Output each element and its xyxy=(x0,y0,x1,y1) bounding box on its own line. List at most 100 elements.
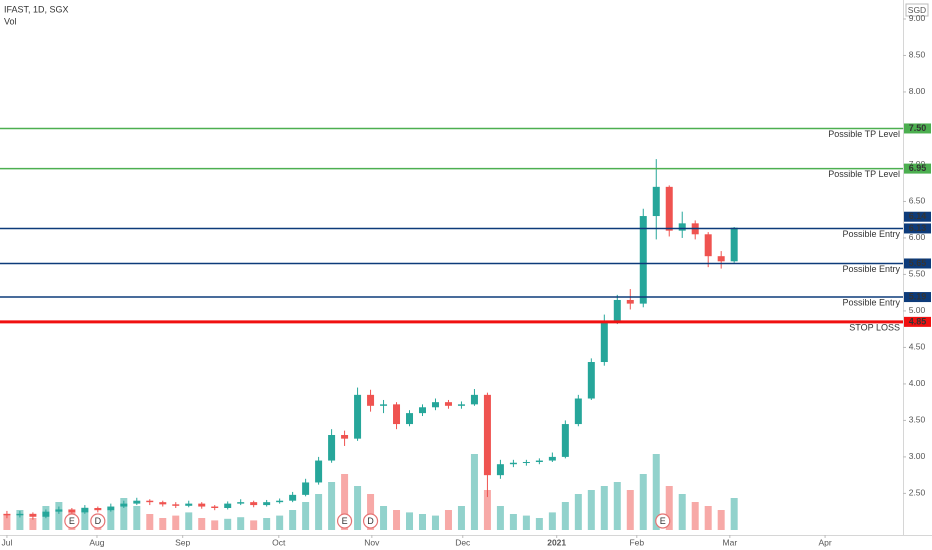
volume-bar xyxy=(354,486,362,530)
candle-body xyxy=(120,503,128,507)
y-tick-label: 8.00 xyxy=(909,86,926,96)
volume-bar xyxy=(133,506,141,530)
volume-bar xyxy=(250,520,258,530)
candle-body xyxy=(652,186,660,217)
level-label: Possible Entry xyxy=(842,297,900,307)
price-tag-label: 5.19 xyxy=(909,291,927,301)
candle-body xyxy=(678,223,686,231)
y-tick-label: 6.50 xyxy=(909,196,926,206)
volume-bar xyxy=(211,520,219,530)
candle-body xyxy=(94,507,102,511)
candle-body xyxy=(341,435,349,439)
y-tick-label: 8.50 xyxy=(909,50,926,60)
x-tick-label: Jul xyxy=(1,537,12,547)
volume-bar xyxy=(600,486,608,530)
price-tag xyxy=(904,316,931,327)
price-tag xyxy=(904,258,931,269)
y-tick-label: 4.50 xyxy=(909,342,926,352)
x-tick-label: Feb xyxy=(629,537,644,547)
candle-body xyxy=(613,299,621,322)
x-tick-label: Oct xyxy=(272,537,286,547)
candle-body xyxy=(237,502,245,504)
candle-body xyxy=(509,462,517,465)
candle-body xyxy=(418,407,426,414)
volume-bar xyxy=(613,482,621,530)
candle-body xyxy=(172,504,180,506)
volume-bar xyxy=(639,474,647,530)
candle-body xyxy=(328,435,336,461)
volume-bar xyxy=(444,510,452,530)
volume-bar xyxy=(341,474,349,530)
candle-body xyxy=(665,186,673,231)
candle-body xyxy=(3,513,11,516)
price-tag-label: 5.65 xyxy=(909,258,927,268)
event-label: D xyxy=(367,516,374,526)
volume-bar xyxy=(289,510,297,530)
candle-body xyxy=(587,362,595,399)
volume-bar xyxy=(418,514,426,530)
x-tick-label: Sep xyxy=(175,537,190,547)
candle-body xyxy=(600,321,608,363)
volume-bar xyxy=(535,518,543,530)
volume-bar xyxy=(496,506,504,530)
volume-bar xyxy=(457,506,465,530)
current-price-label: 6.14 xyxy=(909,211,927,221)
volume-bar xyxy=(3,514,11,530)
y-tick-label: 5.00 xyxy=(909,305,926,315)
candle-body xyxy=(367,394,375,406)
x-tick-label: Dec xyxy=(455,537,471,547)
candle-body xyxy=(133,500,141,504)
candle-body xyxy=(81,507,89,513)
price-tag xyxy=(904,123,931,134)
event-marker xyxy=(90,513,106,529)
candle-body xyxy=(561,424,569,457)
volume-bar xyxy=(431,515,439,530)
candle-body xyxy=(315,460,323,483)
x-tick-label: Mar xyxy=(723,537,738,547)
event-marker xyxy=(336,513,353,529)
y-tick-label: 3.50 xyxy=(909,415,926,425)
event-label: E xyxy=(342,516,348,526)
level-label: Possible TP Level xyxy=(828,169,900,179)
volume-bar xyxy=(509,514,517,530)
candle-body xyxy=(198,503,206,507)
candle-body xyxy=(380,404,388,406)
candle-body xyxy=(393,404,401,425)
volume-bar xyxy=(367,494,375,530)
candle-body xyxy=(626,299,634,304)
price-tag xyxy=(904,163,931,174)
candle-body xyxy=(224,503,232,508)
currency: SGD xyxy=(908,5,926,15)
event-marker xyxy=(655,513,671,529)
volume-bar xyxy=(81,507,89,530)
event-marker xyxy=(362,513,379,529)
event-label: E xyxy=(69,516,75,526)
volume-bar xyxy=(393,510,401,530)
y-tick-label: 5.50 xyxy=(909,269,926,279)
candle-body xyxy=(548,456,556,461)
candle-body xyxy=(276,500,284,503)
x-tick-label: Apr xyxy=(818,537,831,547)
x-tick-label: Nov xyxy=(364,537,380,547)
candle-body xyxy=(522,462,530,464)
volume-bar xyxy=(328,482,336,530)
level-label: Possible Entry xyxy=(842,264,900,274)
volume-bar xyxy=(587,490,595,530)
price-tag-label: 6.95 xyxy=(909,163,927,173)
price-tag xyxy=(904,223,931,234)
volume-bar xyxy=(315,494,323,530)
candle-body xyxy=(483,394,491,476)
level-label: Possible TP Level xyxy=(828,129,900,139)
chart-title: IFAST, 1D, SGX xyxy=(4,4,69,14)
candle-body xyxy=(470,394,478,405)
candle-body xyxy=(354,394,362,439)
candle-body xyxy=(289,494,297,501)
price-tag-label: 7.50 xyxy=(909,123,927,133)
volume-bar xyxy=(678,494,686,530)
event-marker xyxy=(64,513,80,529)
y-tick-label: 4.00 xyxy=(909,378,926,388)
volume-bar xyxy=(470,454,478,530)
volume-bar xyxy=(302,502,310,530)
candle-body xyxy=(29,513,37,517)
